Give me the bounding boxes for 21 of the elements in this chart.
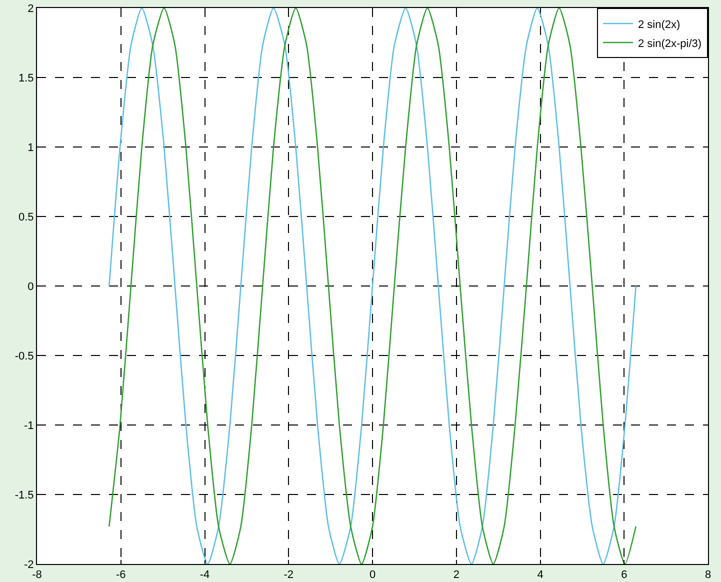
x-tick-label: 0 [369,569,376,582]
y-tick-label: -1 [24,420,34,432]
legend-label: 2 sin(2x-pi/3) [638,38,702,50]
y-tick-label: -1.5 [14,489,34,502]
line-series [108,8,637,564]
y-tick-label: 2 [28,2,34,15]
x-tick-label: -8 [32,569,42,582]
legend-label: 2 sin(2x) [638,18,680,31]
x-tick-label: -2 [284,569,294,582]
y-tick-label: -2 [24,558,34,571]
y-tick-label: 1.5 [18,72,34,84]
y-tick-label: 0.5 [18,211,34,224]
x-tick-label: -6 [116,569,126,582]
x-tick-label: 2 [453,569,460,582]
y-tick-label: 1 [28,142,34,154]
x-tick-label: 8 [704,569,712,582]
y-tick-label: -0.5 [14,350,34,362]
y-tick-label: 0 [28,280,34,293]
x-tick-label: -4 [200,569,210,582]
x-tick-label: 4 [537,569,544,582]
x-tick-label: 6 [621,569,628,582]
